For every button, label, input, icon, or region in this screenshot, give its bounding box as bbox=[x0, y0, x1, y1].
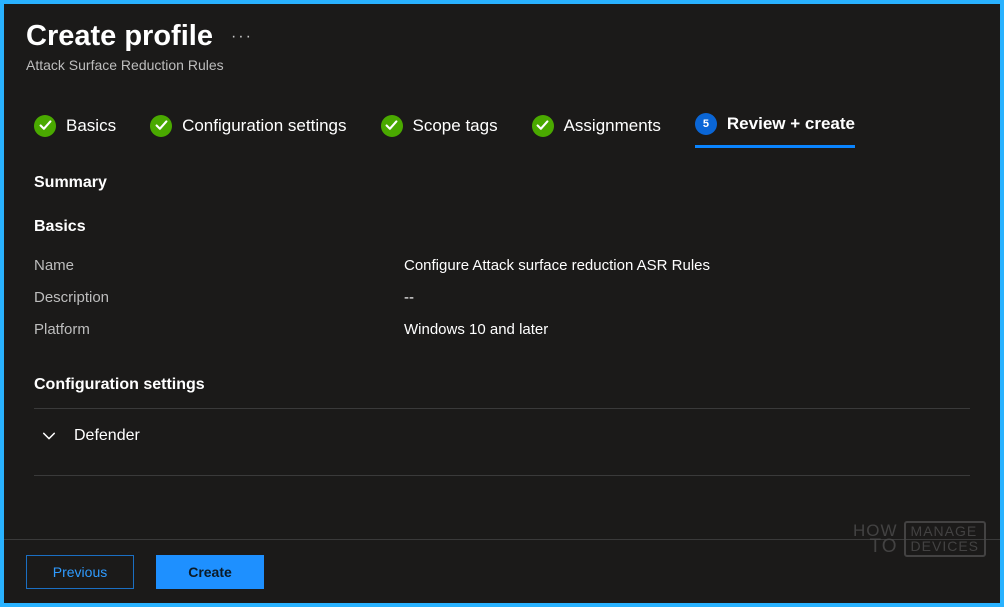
chevron-down-icon bbox=[42, 429, 56, 443]
step-label: Assignments bbox=[564, 116, 661, 136]
step-label: Basics bbox=[66, 116, 116, 136]
summary-row-description: Description -- bbox=[34, 282, 970, 314]
step-basics[interactable]: Basics bbox=[34, 115, 116, 147]
summary-key: Description bbox=[34, 282, 404, 314]
defender-expander[interactable]: Defender bbox=[34, 409, 970, 463]
step-label: Review + create bbox=[727, 114, 855, 134]
summary-row-name: Name Configure Attack surface reduction … bbox=[34, 250, 970, 282]
check-icon bbox=[381, 115, 403, 137]
step-number-icon: 5 bbox=[695, 113, 717, 135]
divider bbox=[34, 475, 970, 476]
check-icon bbox=[150, 115, 172, 137]
summary-key: Platform bbox=[34, 314, 404, 346]
summary-value: Configure Attack surface reduction ASR R… bbox=[404, 250, 710, 282]
step-scope-tags[interactable]: Scope tags bbox=[381, 115, 498, 147]
summary-value: Windows 10 and later bbox=[404, 314, 548, 346]
step-configuration-settings[interactable]: Configuration settings bbox=[150, 115, 346, 147]
watermark-text: MANAGE bbox=[911, 524, 979, 539]
expander-label: Defender bbox=[74, 427, 140, 445]
more-actions-button[interactable]: ··· bbox=[231, 28, 253, 46]
summary-value: -- bbox=[404, 282, 414, 314]
previous-button[interactable]: Previous bbox=[26, 555, 134, 589]
step-assignments[interactable]: Assignments bbox=[532, 115, 661, 147]
summary-heading: Summary bbox=[34, 174, 970, 192]
step-label: Scope tags bbox=[413, 116, 498, 136]
page-title: Create profile bbox=[26, 20, 213, 53]
basics-heading: Basics bbox=[34, 218, 970, 236]
create-button[interactable]: Create bbox=[156, 555, 264, 589]
step-label: Configuration settings bbox=[182, 116, 346, 136]
page-subtitle: Attack Surface Reduction Rules bbox=[26, 57, 978, 73]
wizard-stepper: Basics Configuration settings Scope tags… bbox=[26, 113, 978, 148]
check-icon bbox=[532, 115, 554, 137]
watermark-text: HOW bbox=[853, 521, 898, 540]
summary-key: Name bbox=[34, 250, 404, 282]
summary-row-platform: Platform Windows 10 and later bbox=[34, 314, 970, 346]
step-review-create[interactable]: 5 Review + create bbox=[695, 113, 855, 148]
configuration-settings-heading: Configuration settings bbox=[34, 376, 970, 394]
check-icon bbox=[34, 115, 56, 137]
wizard-footer: Previous Create bbox=[4, 539, 1000, 603]
